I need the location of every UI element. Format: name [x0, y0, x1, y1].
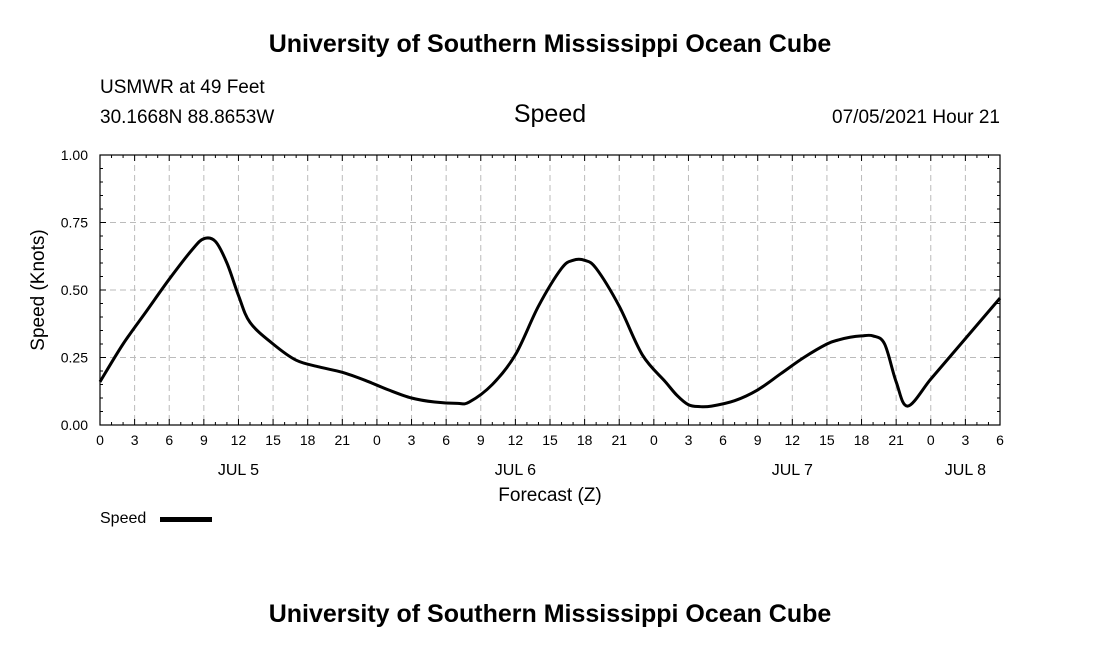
x-tick-label: 18: [854, 432, 870, 448]
chart-title: Speed: [513, 100, 587, 128]
x-tick-label: 3: [131, 432, 139, 448]
x-tick-label: 0: [650, 432, 658, 448]
x-tick-label: 18: [300, 432, 316, 448]
x-tick-label: 9: [754, 432, 762, 448]
coordinates-label: 30.1668N 88.8653W: [100, 107, 275, 128]
x-tick-label: 6: [719, 432, 727, 448]
x-tick-label: 6: [165, 432, 173, 448]
y-tick-label: 0.25: [61, 350, 88, 366]
x-tick-label: 15: [819, 432, 835, 448]
x-tick-label: 18: [577, 432, 593, 448]
x-tick-label: 9: [477, 432, 485, 448]
day-label: JUL 6: [495, 462, 536, 479]
x-tick-label: 3: [408, 432, 416, 448]
x-tick-label: 12: [231, 432, 247, 448]
legend-label: Speed: [100, 510, 147, 527]
x-tick-label: 15: [542, 432, 558, 448]
plot-frame: [99, 154, 1001, 426]
day-label: JUL 5: [218, 462, 259, 479]
x-tick-label: 6: [996, 432, 1004, 448]
y-tick-label: 0.50: [61, 282, 88, 298]
day-label: JUL 7: [772, 462, 813, 479]
x-tick-label: 6: [442, 432, 450, 448]
x-tick-label: 15: [265, 432, 281, 448]
x-tick-label: 9: [200, 432, 208, 448]
x-tick-label: 0: [373, 432, 381, 448]
day-label: JUL 8: [945, 462, 986, 479]
series-line-speed: [98, 236, 1002, 409]
x-tick-label: 21: [335, 432, 351, 448]
x-tick-label: 12: [508, 432, 524, 448]
x-tick-label: 0: [927, 432, 935, 448]
y-tick-label: 1.00: [61, 147, 88, 163]
y-axis-label: Speed (Knots): [28, 229, 49, 350]
x-tick-label: 21: [611, 432, 627, 448]
bottom-title: University of Southern Mississippi Ocean…: [268, 600, 832, 628]
y-tick-label: 0.00: [61, 417, 88, 433]
legend-swatch: [160, 517, 212, 522]
x-tick-label: 0: [96, 432, 104, 448]
x-tick-label: 12: [785, 432, 801, 448]
x-axis-label: Forecast (Z): [498, 485, 601, 506]
x-tick-label: 3: [961, 432, 969, 448]
station-label: USMWR at 49 Feet: [100, 77, 265, 98]
x-tick-label: 21: [888, 432, 904, 448]
y-tick-label: 0.75: [61, 215, 88, 231]
top-title: University of Southern Mississippi Ocean…: [268, 30, 832, 58]
x-tick-label: 3: [685, 432, 693, 448]
forecast-datetime: 07/05/2021 Hour 21: [832, 107, 1000, 128]
